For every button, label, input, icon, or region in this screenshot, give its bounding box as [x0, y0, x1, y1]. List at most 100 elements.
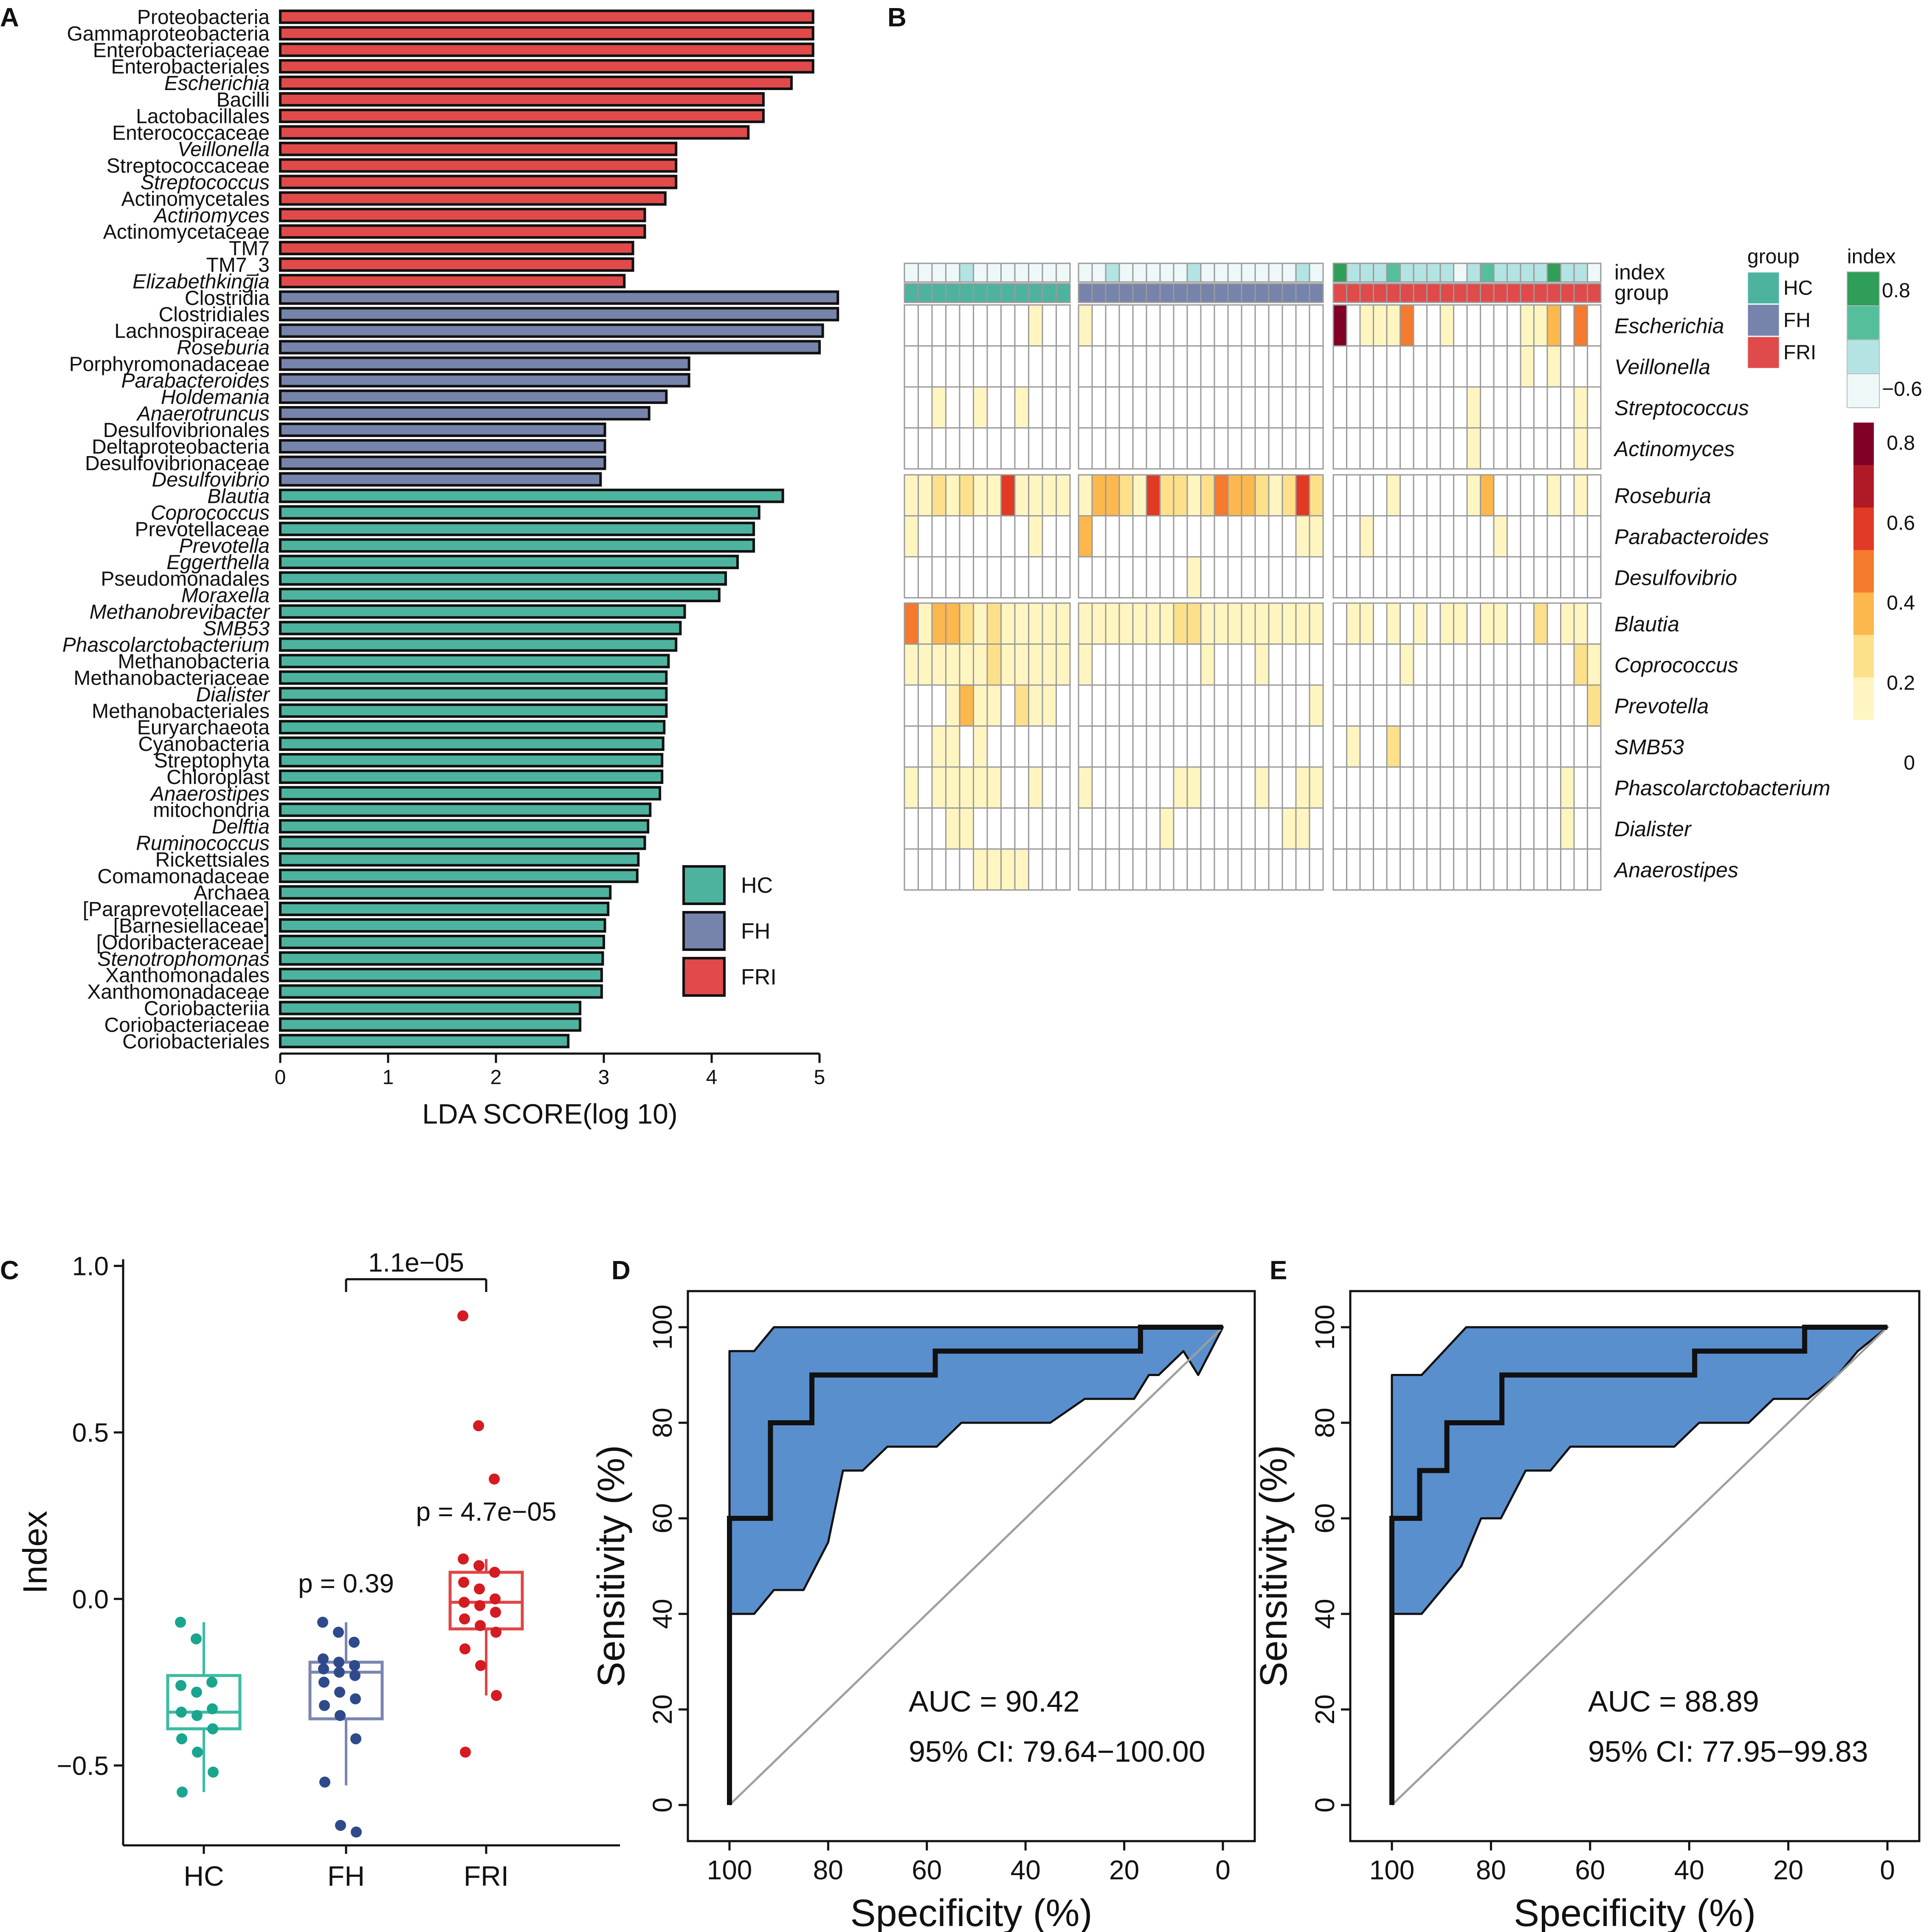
heatmap-group-cell	[1413, 283, 1428, 303]
heatmap-cell	[1466, 386, 1481, 429]
heatmap-cell	[1466, 345, 1481, 388]
roc-x-tick-label: 80	[813, 1855, 843, 1885]
lda-bar	[279, 373, 690, 388]
heatmap-cell	[1426, 427, 1441, 470]
roc-y-tick-label: 20	[647, 1694, 678, 1724]
lda-bar-label: Holdemania	[161, 386, 270, 409]
heatmap-cell	[1439, 725, 1454, 768]
box-y-tick-label: −0.5	[57, 1751, 109, 1781]
heatmap-cell	[1227, 304, 1242, 347]
heatmap-cell	[1346, 602, 1361, 645]
heatmap-group-cell	[1309, 283, 1324, 303]
heatmap-row-label: Actinomyces	[1613, 437, 1735, 461]
heatmap-cell	[1227, 427, 1242, 470]
heatmap-cell	[1466, 556, 1481, 598]
heatmap-cell	[959, 848, 974, 891]
heatmap-cell	[1254, 684, 1270, 727]
heatmap-cell	[1105, 848, 1120, 891]
heatmap-cell	[1480, 515, 1495, 558]
heatmap-cell	[931, 766, 946, 809]
heatmap-cell	[1056, 684, 1071, 727]
lda-bar-label: Rickettsiales	[155, 849, 270, 871]
heatmap-cell	[959, 515, 974, 558]
heatmap-group-cell	[1533, 283, 1548, 303]
heatmap-cell	[1078, 474, 1093, 516]
box-point	[473, 1560, 484, 1571]
heatmap-cell	[1186, 386, 1202, 429]
heatmap-cell	[1426, 304, 1441, 347]
heatmap-cell	[1042, 474, 1057, 516]
lda-bar	[279, 274, 626, 288]
lda-bar	[279, 406, 651, 421]
heatmap-cell	[1386, 848, 1401, 891]
heatmap-cell	[1132, 848, 1147, 891]
heatmap-cell	[1560, 345, 1575, 388]
heatmap-cell	[1453, 643, 1468, 686]
heatmap-cell	[1359, 427, 1374, 470]
heatmap-cell	[1078, 848, 1093, 891]
box-x-tick-label: HC	[183, 1860, 224, 1892]
heatmap-cell	[1214, 725, 1229, 768]
heatmap-group-cell	[1132, 283, 1147, 303]
heatmap-cell	[1507, 766, 1521, 809]
heatmap-index-cell	[1078, 262, 1093, 283]
heatmap-cell	[1118, 474, 1134, 516]
heatmap-cell	[986, 427, 1002, 470]
heatmap-cell	[1493, 766, 1508, 809]
heatmap-cell	[1346, 427, 1361, 470]
heatmap-cell	[1042, 643, 1057, 686]
heatmap-cell	[1533, 474, 1548, 516]
heatmap-index-cell	[973, 262, 988, 283]
heatmap-cell	[1560, 807, 1575, 850]
heatmap-cell	[1439, 515, 1454, 558]
heatmap-cell	[1533, 345, 1548, 388]
heatmap-cell	[1214, 556, 1229, 598]
heatmap-cell	[1186, 556, 1202, 598]
lda-legend-label-fri: FRI	[741, 965, 777, 990]
heatmap-index-cell	[1560, 262, 1575, 283]
heatmap-cell	[973, 684, 988, 727]
heatmap-cell	[1533, 304, 1548, 347]
heatmap-cell	[1028, 345, 1043, 388]
heatmap-group-cell	[1332, 283, 1347, 303]
lda-bar-label: Enterococcaceae	[112, 122, 270, 144]
heatmap-colorbar-tick: 0.4	[1887, 592, 1915, 615]
box-body	[448, 1571, 524, 1630]
heatmap-cell	[1227, 725, 1242, 768]
box-p-value: p = 0.39	[298, 1569, 394, 1599]
heatmap-row-label: Desulfovibrio	[1614, 566, 1737, 589]
heatmap-cell	[1028, 725, 1043, 768]
heatmap-index-cell	[1587, 262, 1602, 283]
heatmap-cell	[1359, 386, 1374, 429]
lda-bar	[279, 967, 603, 982]
heatmap-cell	[1014, 848, 1029, 891]
heatmap-cell	[1533, 848, 1548, 891]
heatmap-cell	[1413, 643, 1428, 686]
heatmap-cell	[1493, 427, 1508, 470]
heatmap-cell	[1241, 474, 1256, 516]
box-point	[317, 1616, 328, 1628]
heatmap-cell	[1546, 556, 1561, 598]
heatmap-group-cell	[1359, 283, 1374, 303]
heatmap-cell	[1587, 602, 1602, 645]
heatmap-cell	[1493, 515, 1508, 558]
heatmap-cell	[1439, 386, 1454, 429]
lda-bar	[279, 571, 727, 586]
lda-bar	[279, 769, 664, 784]
box-x-tick-label: FH	[327, 1860, 365, 1892]
heatmap-cell	[1453, 602, 1468, 645]
heatmap-cell	[1146, 427, 1161, 470]
heatmap-cell	[1227, 474, 1242, 516]
heatmap-group-cell	[1268, 283, 1283, 303]
heatmap-group-cell	[1241, 283, 1256, 303]
heatmap-cell	[1014, 386, 1029, 429]
heatmap-cell	[1400, 807, 1414, 850]
heatmap-cell	[1159, 515, 1174, 558]
heatmap-group-cell	[904, 283, 919, 303]
box-point	[177, 1786, 188, 1798]
roc-y-axis-title: Sensitivity (%)	[1253, 1445, 1295, 1687]
lda-bar-label: Streptococcaceae	[107, 155, 270, 178]
lda-bar	[279, 505, 760, 520]
roc-x-tick-label: 0	[1880, 1855, 1895, 1885]
box-point	[318, 1676, 330, 1688]
